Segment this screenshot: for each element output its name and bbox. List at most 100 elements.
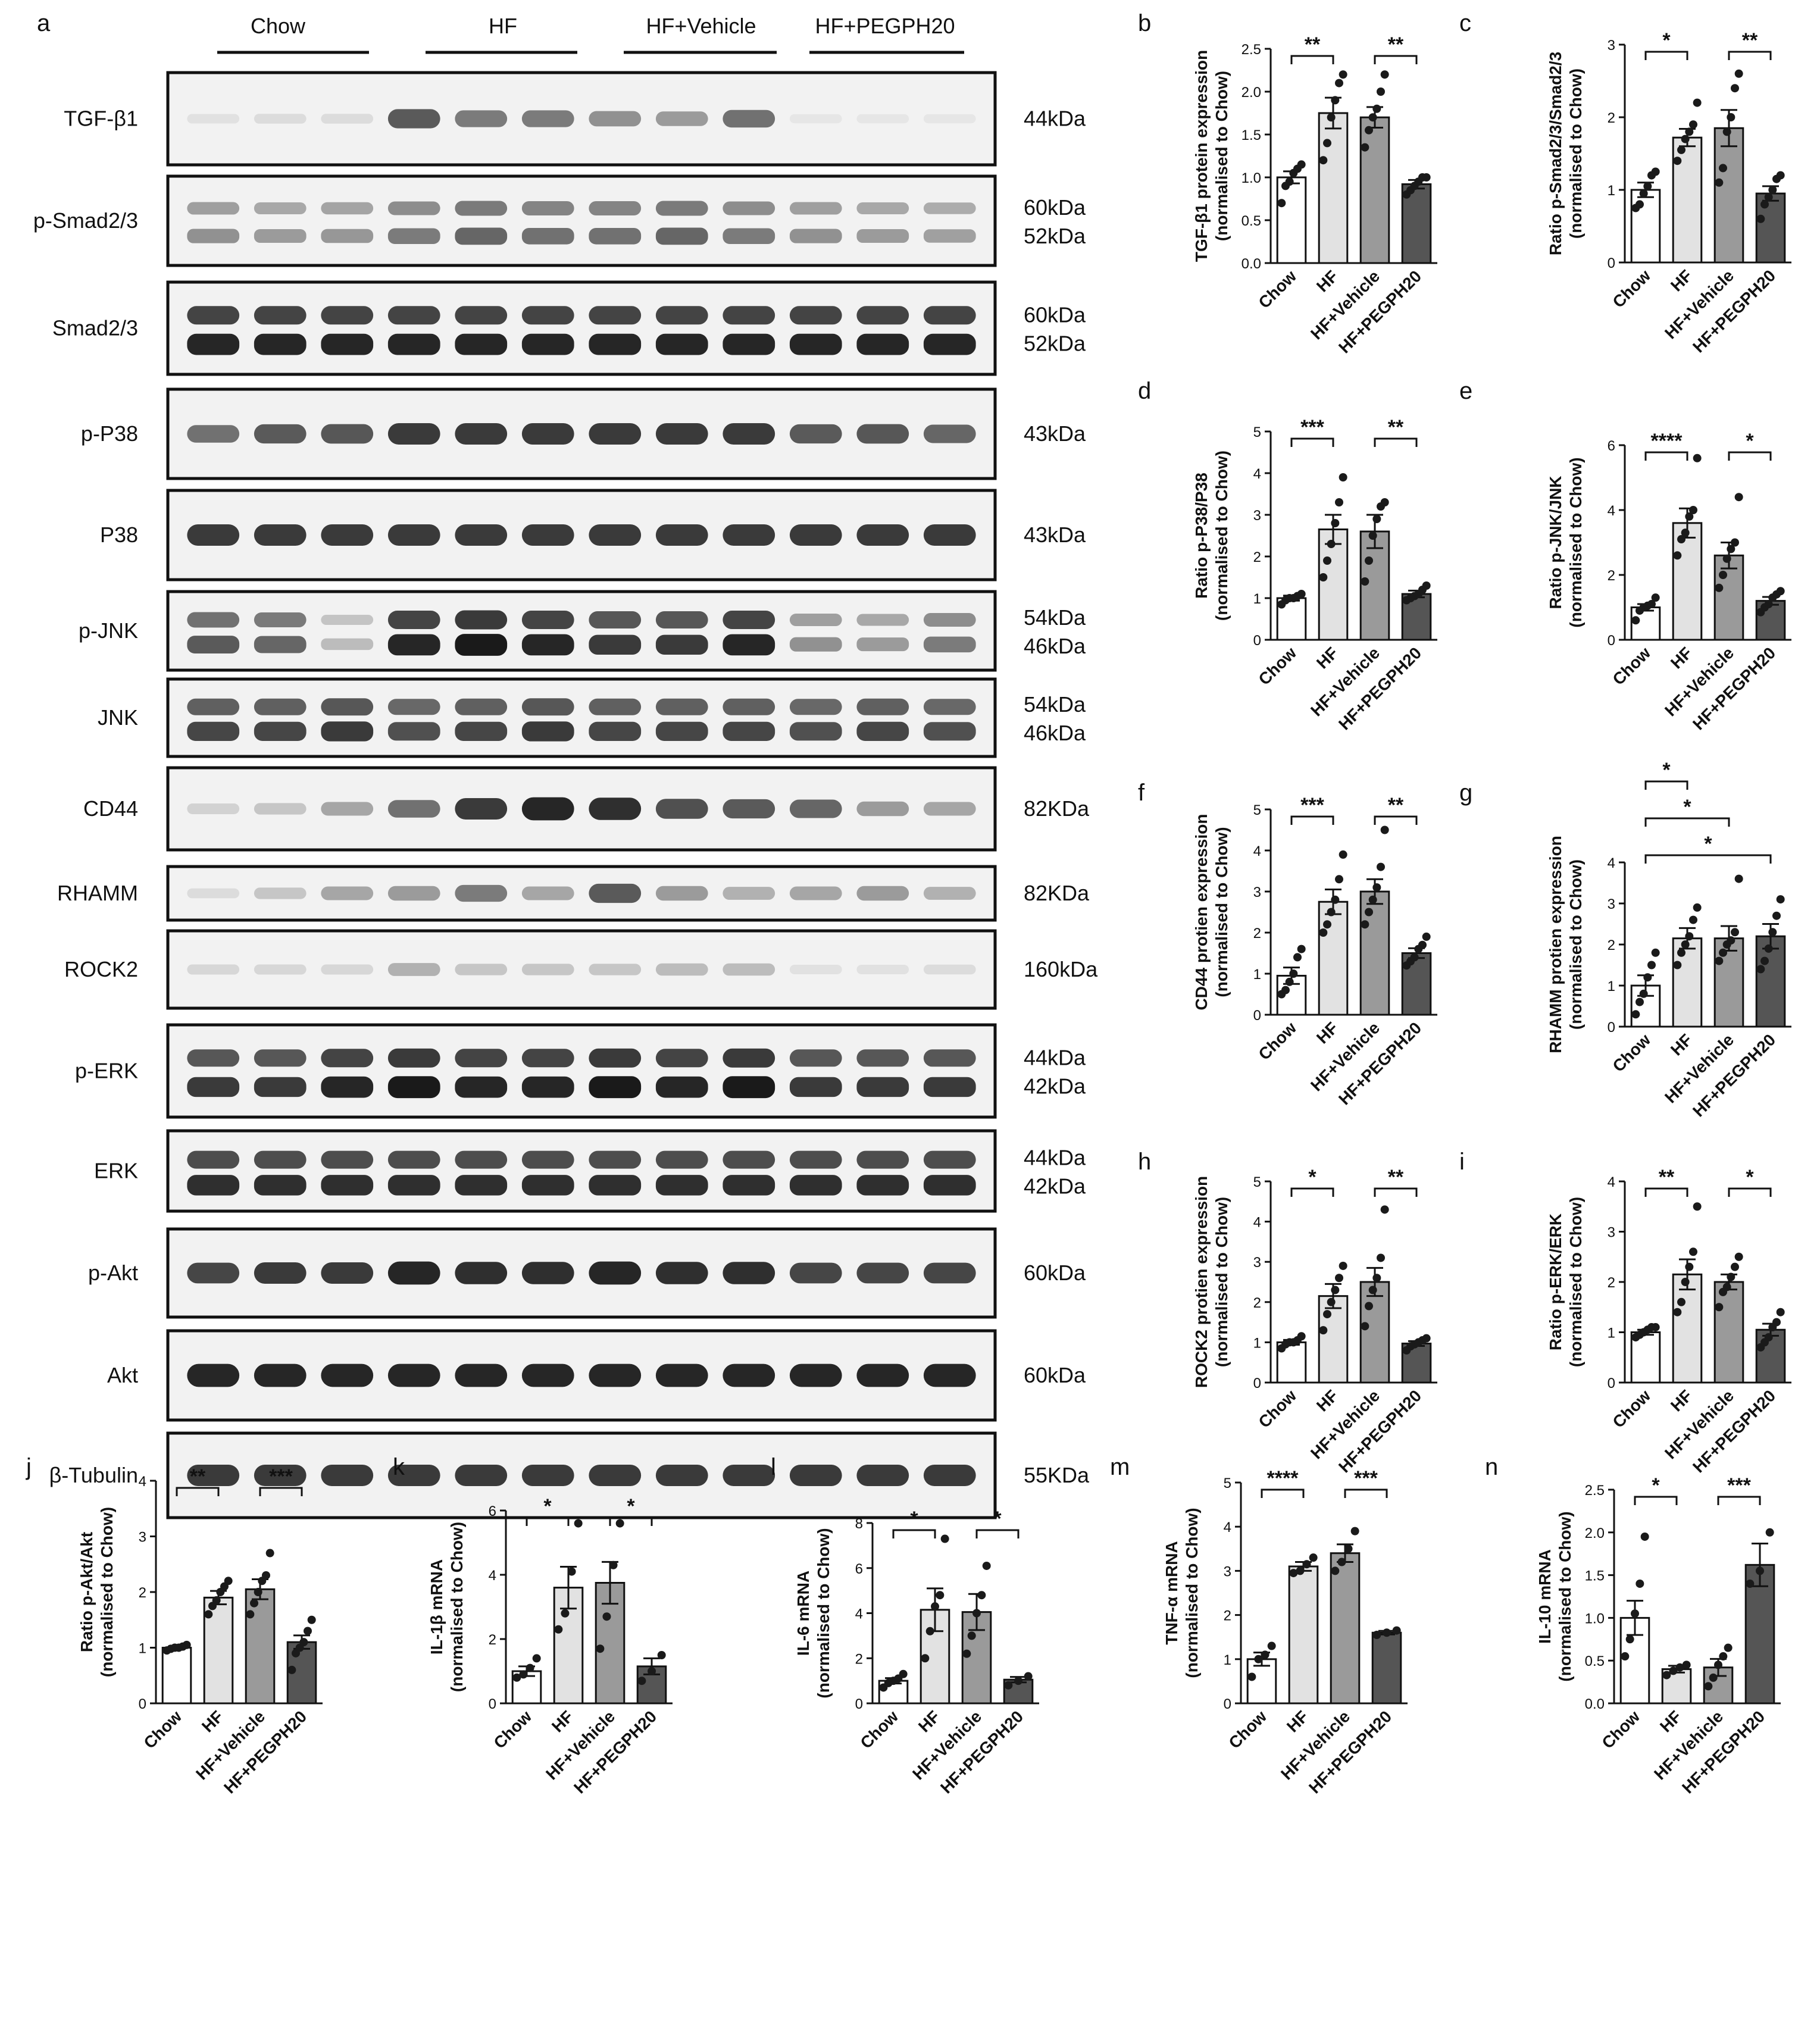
data-point — [972, 1609, 981, 1618]
blot-frame — [166, 929, 997, 1010]
band — [723, 423, 775, 445]
band — [723, 1262, 775, 1284]
data-point — [265, 1549, 274, 1558]
x-tick-label: Chow — [1609, 266, 1654, 311]
data-point — [648, 1667, 656, 1675]
significance-bracket — [1290, 815, 1334, 825]
y-tick-label: 2 — [1608, 937, 1615, 953]
significance-bracket — [526, 1516, 570, 1526]
data-point — [1734, 493, 1743, 502]
data-point — [1361, 920, 1369, 929]
band — [923, 1262, 976, 1284]
band — [521, 1464, 574, 1487]
x-tick-label: HF — [1667, 643, 1696, 672]
band — [923, 424, 976, 443]
band — [387, 800, 440, 818]
data-point — [1422, 581, 1431, 590]
data-point — [1410, 953, 1419, 962]
significance-stars: ** — [1742, 29, 1758, 52]
band — [655, 1363, 708, 1387]
band — [655, 886, 708, 901]
kda-label: 160kDa — [1024, 957, 1098, 981]
y-tick-label: 3 — [1253, 884, 1261, 900]
data-point — [1376, 87, 1385, 96]
band — [923, 964, 976, 975]
band — [521, 721, 574, 742]
band — [856, 1077, 909, 1097]
data-point — [1285, 177, 1294, 186]
data-point — [1719, 1652, 1728, 1661]
band — [856, 1464, 909, 1487]
band — [856, 1262, 909, 1284]
significance-stars: ** — [1388, 416, 1404, 439]
x-tick-label: HF — [198, 1707, 227, 1735]
band — [254, 636, 307, 653]
y-tick-label: 5 — [1253, 1174, 1261, 1190]
y-axis-label: Ratio p-Smad2/3/Smad2/3 (normalised to Ch… — [1546, 52, 1585, 255]
band — [655, 1262, 708, 1284]
band — [187, 1175, 240, 1196]
significance-bracket — [1644, 817, 1730, 827]
blot-label: Akt — [107, 1363, 138, 1387]
kda-label: 82KDa — [1024, 796, 1090, 821]
data-point — [899, 1669, 908, 1678]
band — [923, 613, 976, 627]
y-tick-label: 0 — [1253, 1008, 1261, 1024]
band — [856, 424, 909, 444]
y-tick-label: 0 — [1224, 1696, 1231, 1712]
band — [387, 109, 440, 129]
x-tick-label-group: HF — [1667, 643, 1696, 672]
band — [856, 637, 909, 652]
y-axis-label: TNF-α mRNA (normalised to Chow) — [1162, 1508, 1201, 1678]
x-tick-label: Chow — [1255, 643, 1300, 689]
data-point — [1776, 587, 1785, 596]
chart-panel-d: d 0 1 2 3 4 5 Ratio p-P38/P38 (normalised to Cho… — [1138, 378, 1437, 734]
y-axis-label: Ratio p-ERK/ERK (normalised to Chow) — [1546, 1197, 1585, 1367]
y-axis-label-line1: Ratio p-P38/P38 — [1192, 473, 1211, 599]
y-axis-label: Ratio p-P38/P38 (normalised to Chow) — [1192, 451, 1231, 621]
band — [723, 799, 775, 819]
data-point — [1704, 1682, 1713, 1691]
y-tick-label: 1 — [1253, 591, 1261, 607]
band — [789, 614, 842, 627]
data-point — [1380, 825, 1389, 834]
band — [254, 698, 307, 715]
data-point — [526, 1663, 534, 1672]
y-tick-label: 2 — [1253, 549, 1261, 565]
y-axis-label-line1: IL-1β mRNA — [427, 1559, 446, 1655]
data-point — [1365, 556, 1374, 565]
data-point — [1734, 69, 1743, 78]
data-point — [1422, 173, 1431, 182]
blot-frame — [166, 865, 997, 922]
band — [723, 110, 775, 128]
bar — [1359, 530, 1390, 641]
blot-label: β-Tubulin — [49, 1463, 138, 1487]
band — [455, 1150, 508, 1169]
y-tick-label: 6 — [489, 1503, 496, 1519]
band — [789, 886, 842, 900]
band — [321, 1076, 374, 1098]
band — [254, 114, 307, 124]
blot-label: Smad2/3 — [52, 316, 138, 340]
y-tick-label: 1 — [1608, 978, 1615, 995]
data-point — [1368, 531, 1377, 540]
data-point — [246, 1610, 255, 1619]
band — [387, 886, 440, 901]
data-point — [1727, 936, 1735, 945]
bar — [1246, 1658, 1277, 1705]
data-point — [1727, 113, 1735, 121]
band — [521, 201, 574, 215]
y-tick-label: 5 — [1253, 802, 1261, 818]
band — [254, 1175, 307, 1196]
data-point — [554, 1625, 563, 1634]
data-point — [1339, 850, 1347, 859]
data-point — [1715, 178, 1724, 187]
band — [455, 1049, 508, 1068]
data-point — [1339, 1261, 1347, 1270]
bar — [1672, 136, 1703, 264]
data-point — [1724, 1643, 1733, 1652]
significance-bracket — [1374, 815, 1418, 825]
band — [254, 721, 307, 741]
band — [187, 333, 240, 355]
panel-letter: f — [1138, 780, 1145, 806]
